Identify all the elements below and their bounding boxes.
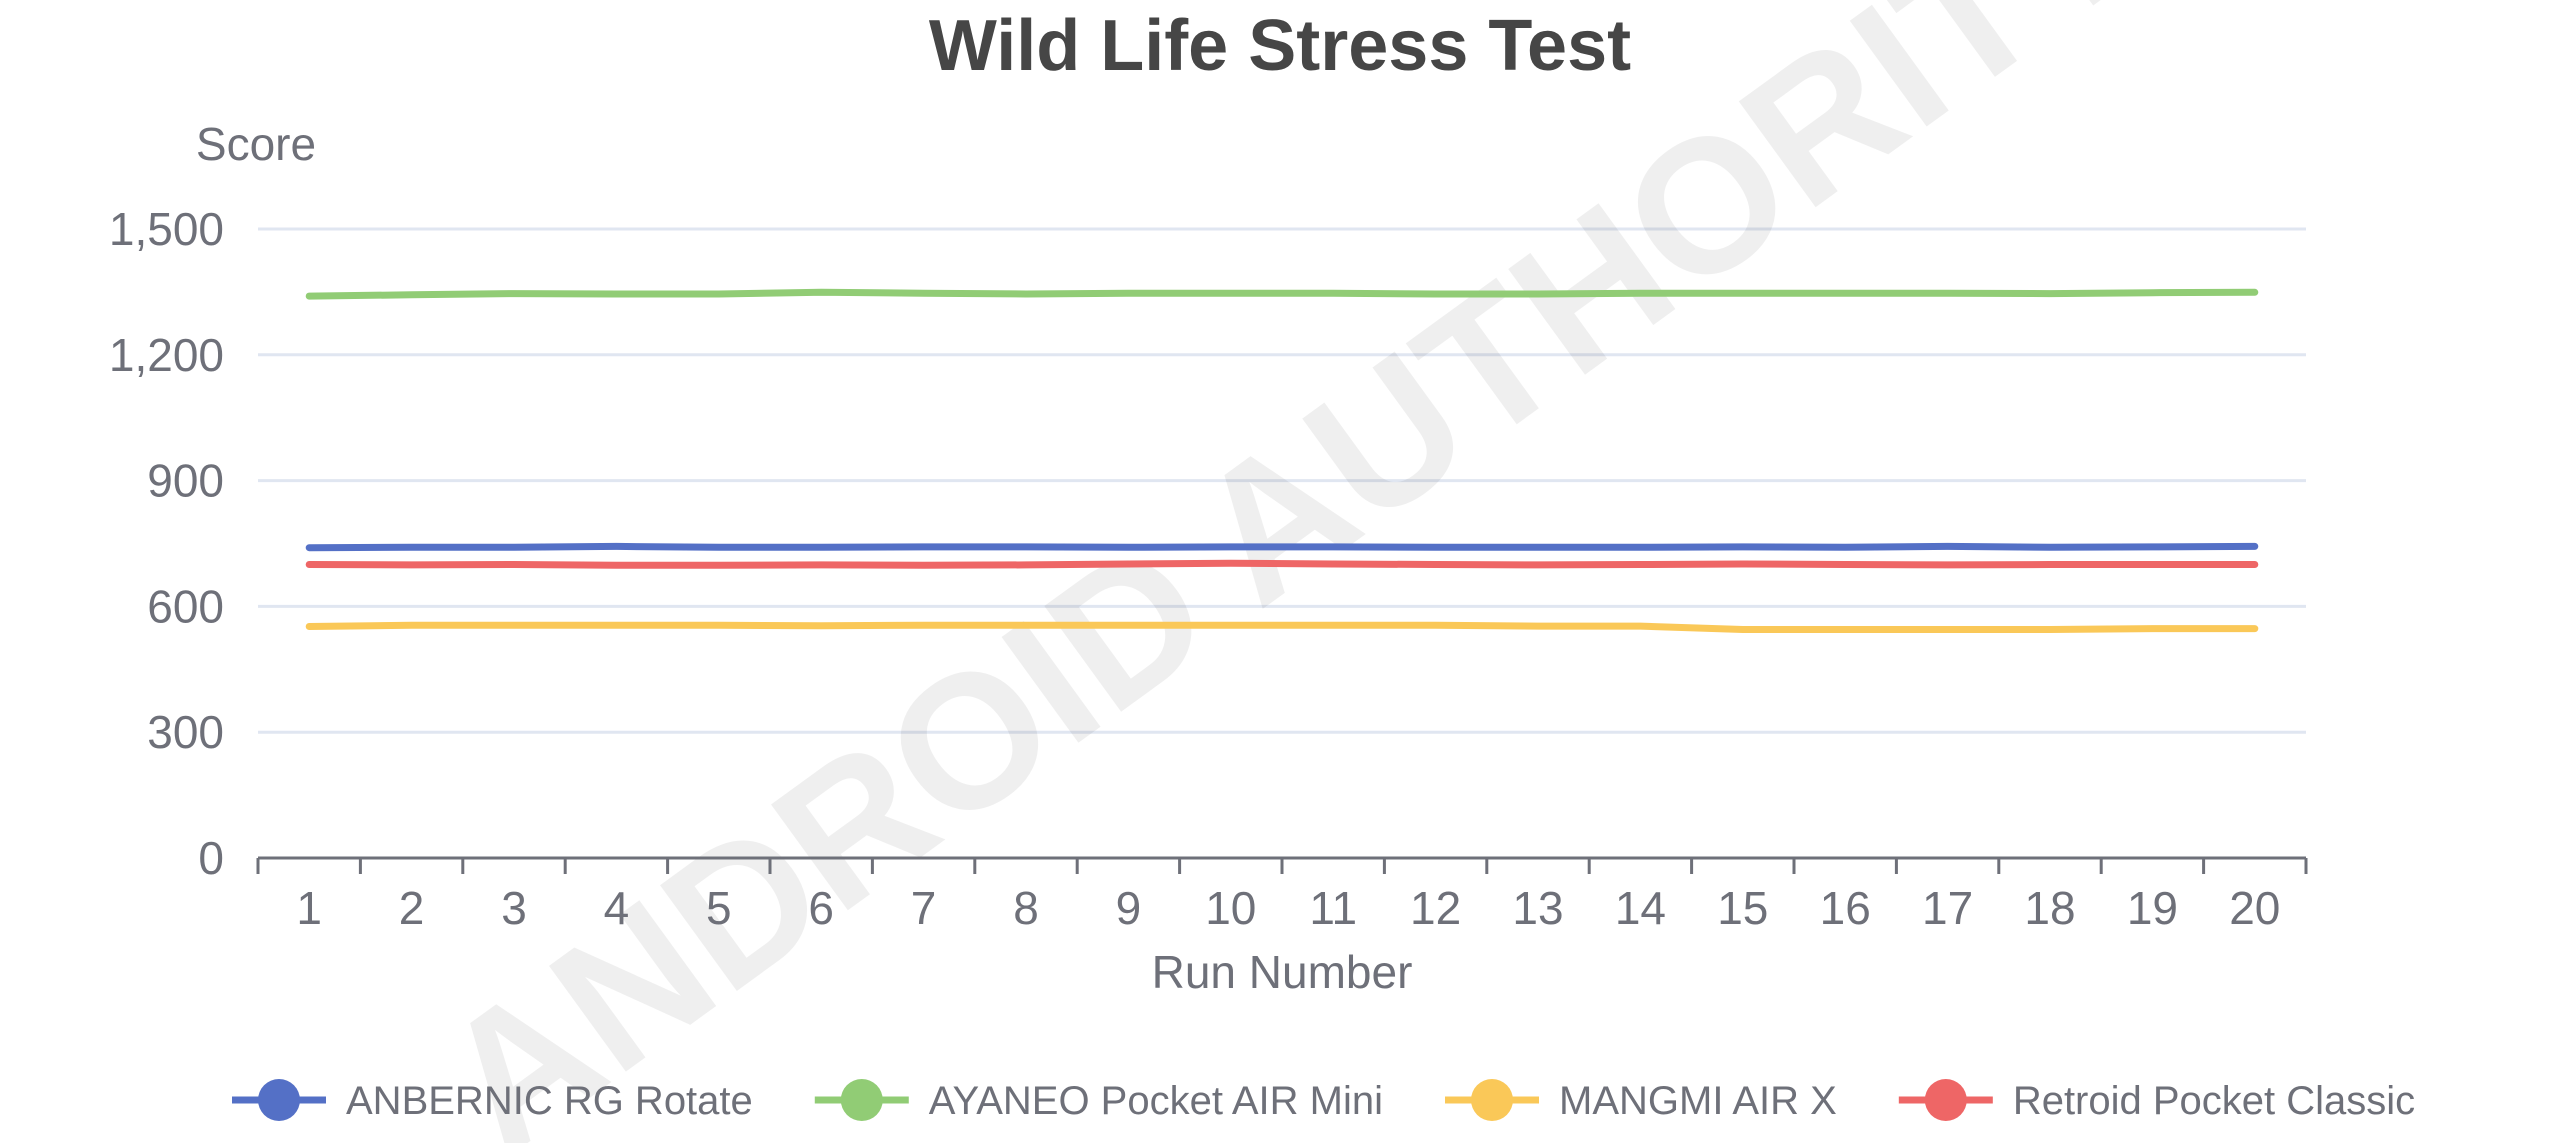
- legend-label: MANGMI AIR X: [1559, 1079, 1837, 1123]
- x-tick-label: 10: [1205, 882, 1256, 934]
- x-tick-label: 19: [2127, 882, 2178, 934]
- x-tick-label: 4: [604, 882, 630, 934]
- series-line-ayaneo-pocket-air-mini: [305, 288, 2259, 300]
- legend-item[interactable]: MANGMI AIR X: [1445, 1079, 1837, 1123]
- x-tick-label: 11: [1309, 882, 1357, 934]
- x-tick-label: 13: [1512, 882, 1563, 934]
- y-tick-label: 1,500: [109, 203, 224, 255]
- legend-marker: [1471, 1079, 1513, 1121]
- y-tick-label: 1,200: [109, 329, 224, 381]
- y-tick-label: 900: [147, 455, 224, 507]
- x-tick-label: 6: [808, 882, 834, 934]
- x-tick-label: 18: [2024, 882, 2075, 934]
- chart-title: Wild Life Stress Test: [929, 6, 1631, 86]
- x-tick-label: 14: [1615, 882, 1666, 934]
- y-tick-label: 600: [147, 580, 224, 632]
- legend: ANBERNIC RG Rotate AYANEO Pocket AIR Mini…: [232, 1079, 2415, 1123]
- series-line-mangmi-air-x: [305, 621, 2259, 633]
- legend-marker: [840, 1079, 883, 1121]
- y-tick-label: 300: [147, 706, 224, 758]
- x-tick-label: 15: [1717, 882, 1768, 934]
- x-tick-label: 2: [399, 882, 425, 934]
- legend-label: AYANEO Pocket AIR Mini: [929, 1079, 1383, 1123]
- x-tick-label: 9: [1116, 882, 1142, 934]
- legend-item[interactable]: Retroid Pocket Classic: [1898, 1079, 2415, 1123]
- x-tick-label: 1: [296, 882, 322, 934]
- legend-item[interactable]: ANBERNIC RG Rotate: [232, 1079, 753, 1123]
- x-tick-label: 20: [2229, 882, 2280, 934]
- x-tick-label: 7: [911, 882, 937, 934]
- legend-label: ANBERNIC RG Rotate: [346, 1079, 753, 1123]
- x-tick-label: 5: [706, 882, 732, 934]
- x-tick-label: 12: [1410, 882, 1461, 934]
- x-tick-label: 16: [1820, 882, 1871, 934]
- y-tick-label: 0: [198, 832, 224, 884]
- x-tick-label: 17: [1922, 882, 1973, 934]
- x-tick-label: 3: [501, 882, 527, 934]
- series-line-anbernic-rg-rotate: [305, 542, 2259, 552]
- legend-marker: [1924, 1079, 1967, 1121]
- grid-lines: [258, 227, 2306, 734]
- legend-label: Retroid Pocket Classic: [2013, 1079, 2415, 1123]
- y-axis-label: Score: [196, 118, 316, 170]
- x-axis-label: Run Number: [1152, 946, 1413, 998]
- legend-marker: [258, 1079, 300, 1121]
- series-lines: [305, 288, 2259, 633]
- legend-item[interactable]: AYANEO Pocket AIR Mini: [814, 1079, 1383, 1123]
- x-tick-label: 8: [1013, 882, 1039, 934]
- series-line-retroid-pocket-classic: [305, 559, 2259, 569]
